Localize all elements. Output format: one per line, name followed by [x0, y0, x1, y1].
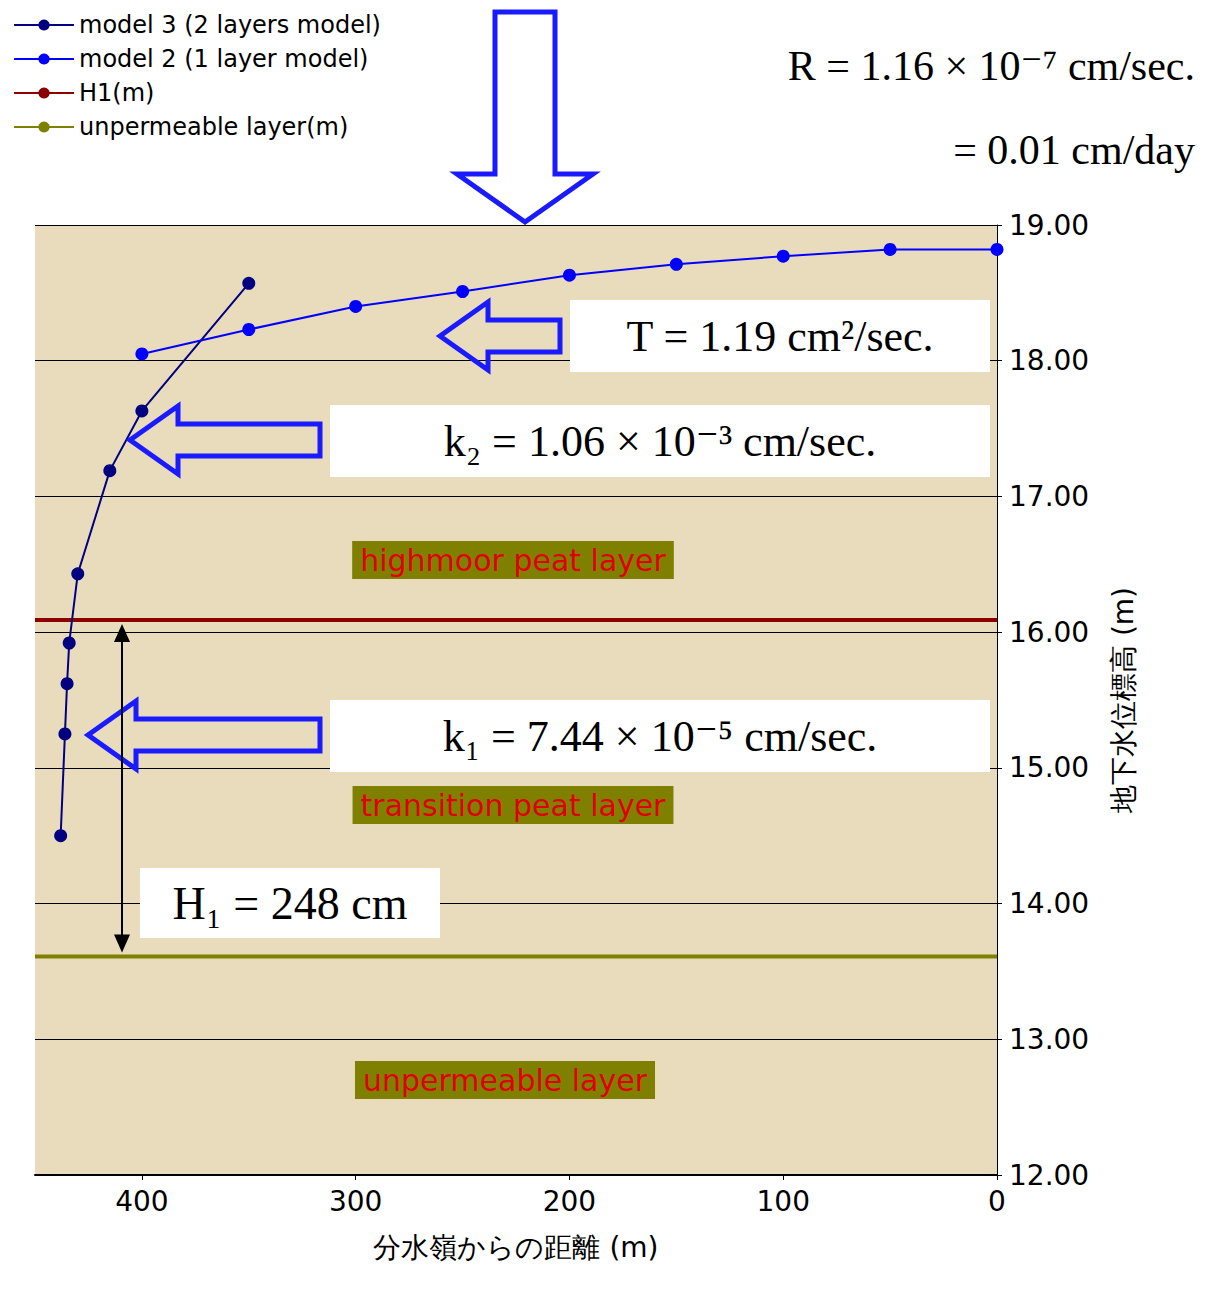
svg-text:model 3 (2 layers model): model 3 (2 layers model) [79, 11, 381, 39]
svg-text:0: 0 [988, 1185, 1006, 1218]
svg-text:15.00: 15.00 [1009, 751, 1089, 784]
svg-text:model 2 (1 layer model): model 2 (1 layer model) [79, 45, 368, 73]
svg-text:T = 1.19 cm²/sec.: T = 1.19 cm²/sec. [626, 312, 933, 361]
svg-text:分水嶺からの距離 (m): 分水嶺からの距離 (m) [373, 1231, 658, 1264]
svg-text:H₁ = 248 cm: H₁ = 248 cm [173, 878, 408, 929]
svg-text:unpermeable layer: unpermeable layer [363, 1063, 648, 1098]
svg-text:k₁ = 7.44 × 10⁻⁵ cm/sec.: k₁ = 7.44 × 10⁻⁵ cm/sec. [443, 712, 878, 761]
svg-text:= 0.01 cm/day: = 0.01 cm/day [953, 127, 1195, 173]
svg-text:19.00: 19.00 [1009, 209, 1089, 242]
svg-text:16.00: 16.00 [1009, 616, 1089, 649]
svg-text:unpermeable layer(m): unpermeable layer(m) [79, 113, 348, 141]
svg-text:400: 400 [115, 1185, 168, 1218]
svg-text:12.00: 12.00 [1009, 1159, 1089, 1192]
svg-text:highmoor peat layer: highmoor peat layer [360, 543, 666, 578]
svg-text:200: 200 [543, 1185, 596, 1218]
svg-text:100: 100 [756, 1185, 809, 1218]
svg-text:H1(m): H1(m) [79, 79, 154, 107]
svg-text:18.00: 18.00 [1009, 344, 1089, 377]
svg-text:300: 300 [329, 1185, 382, 1218]
svg-text:R = 1.16 × 10⁻⁷ cm/sec.: R = 1.16 × 10⁻⁷ cm/sec. [788, 43, 1195, 89]
svg-text:17.00: 17.00 [1009, 480, 1089, 513]
svg-text:13.00: 13.00 [1009, 1023, 1089, 1056]
svg-text:地下水位標高 (m): 地下水位標高 (m) [1107, 587, 1140, 814]
svg-text:k₂ = 1.06 × 10⁻³ cm/sec.: k₂ = 1.06 × 10⁻³ cm/sec. [444, 417, 877, 466]
svg-text:transition peat layer: transition peat layer [361, 788, 667, 823]
svg-text:14.00: 14.00 [1009, 887, 1089, 920]
